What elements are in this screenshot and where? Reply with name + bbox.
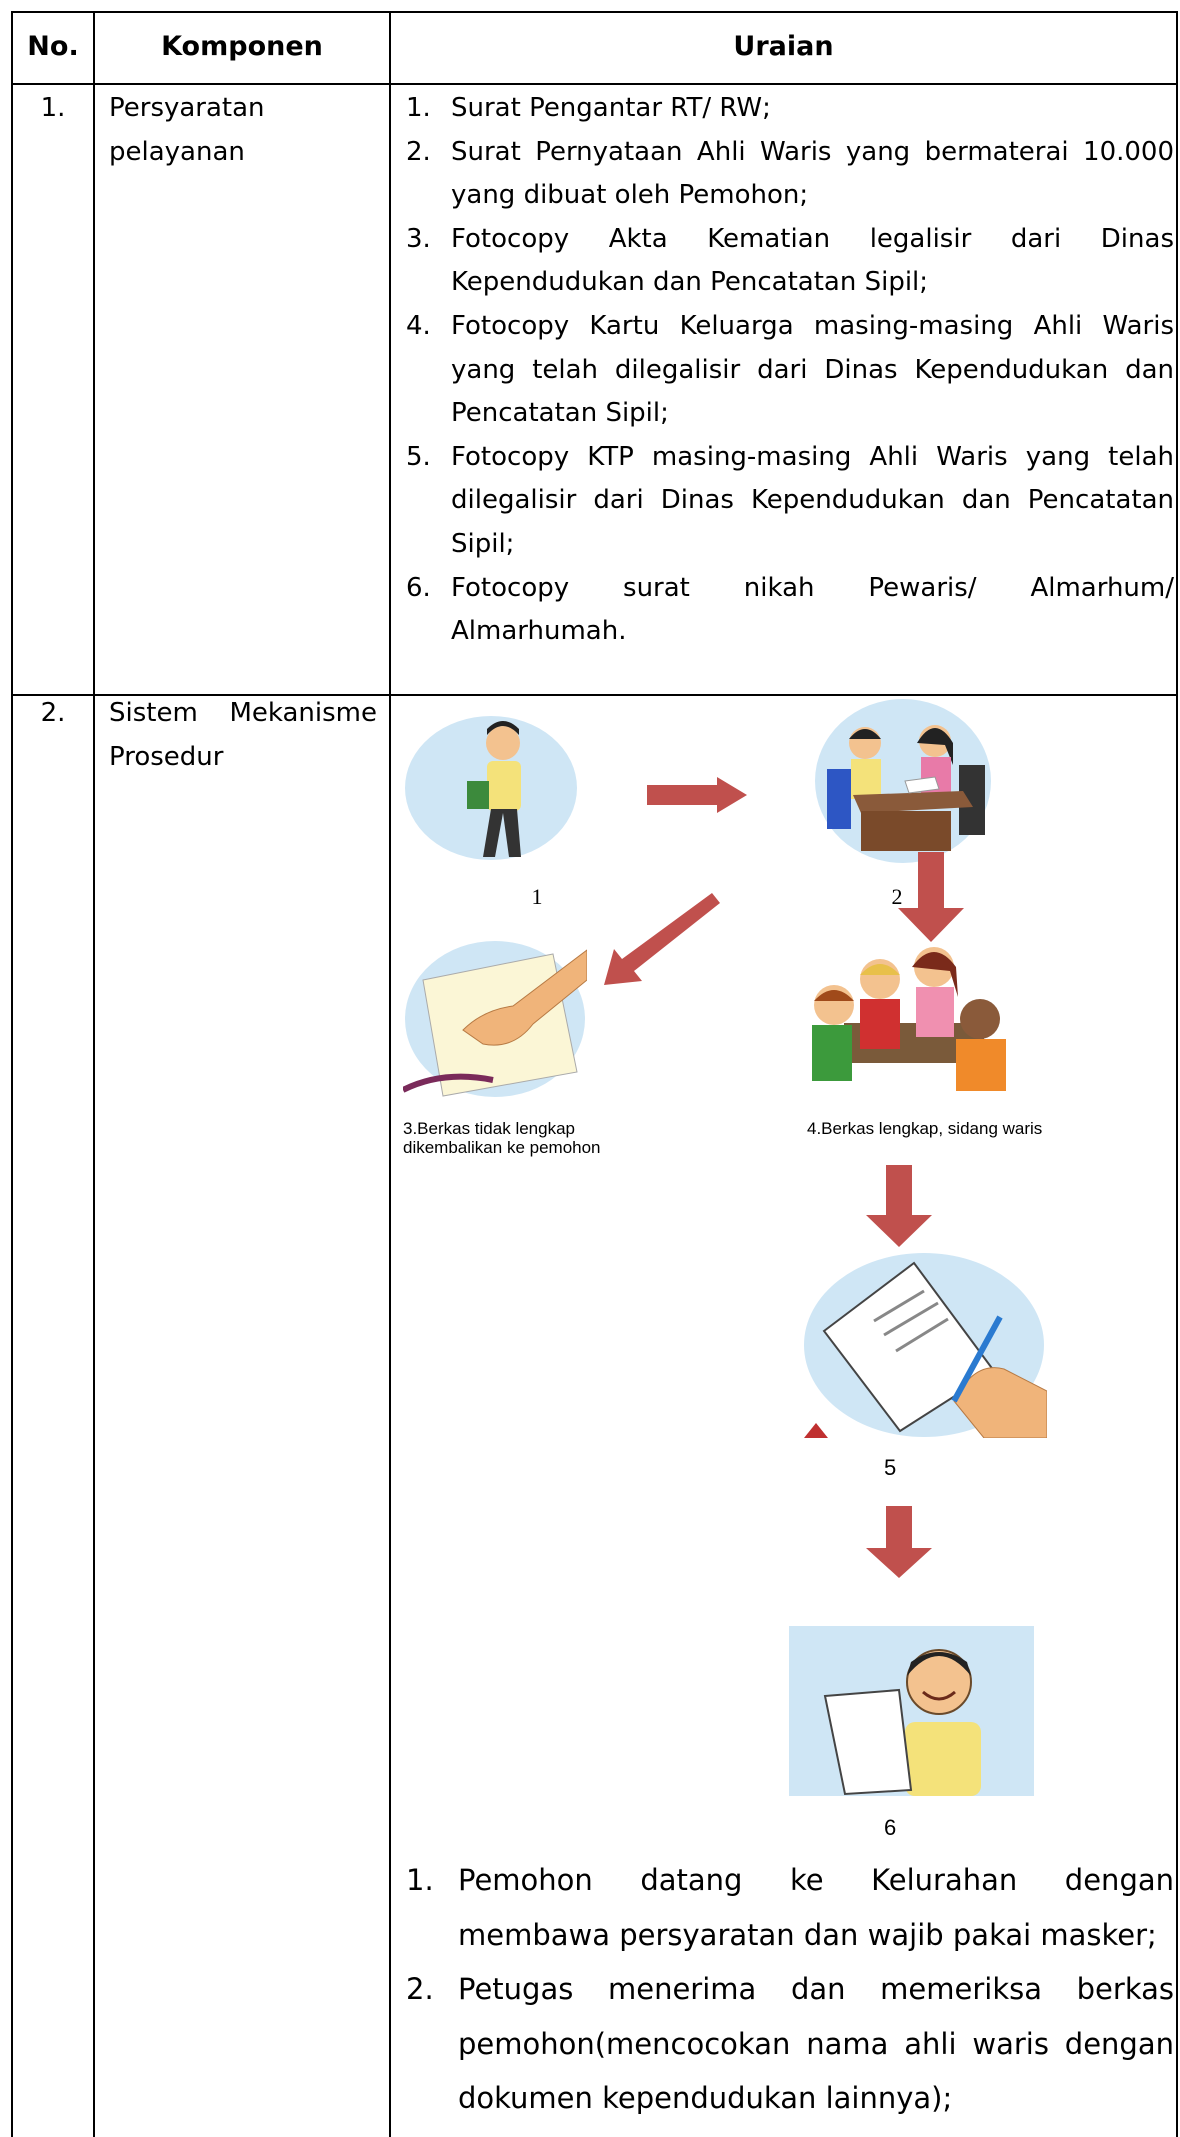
header-komponen: Komponen [161, 31, 323, 62]
list-item: 6. Fotocopy surat nikah Pewaris/ Almarhum… [406, 567, 1174, 654]
illustration-sign [804, 1253, 1047, 1438]
step-label: 3.Berkas tidak lengkap dikembalikan ke pe… [403, 1119, 601, 1157]
item-number: 1. [406, 1863, 434, 1897]
list-item: 3. Fotocopy Akta Kematian legalisir dari … [406, 218, 1174, 305]
item-text: Petugas menerima dan memeriksa berkas pe… [458, 1972, 1174, 2115]
header-uraian: Uraian [733, 31, 834, 62]
step-label-line: dikembalikan ke pemohon [403, 1138, 601, 1157]
item-text: Fotocopy KTP masing-masing Ahli Waris ya… [451, 441, 1174, 559]
step-label: 1 [531, 884, 543, 909]
step-label: 5 [884, 1455, 897, 1480]
item-number: 2. [406, 1972, 434, 2006]
list-item: 5. Fotocopy KTP masing-masing Ahli Waris … [406, 436, 1174, 567]
arrow [866, 1506, 932, 1578]
procedure-list: 1. Pemohon datang ke Kelurahan dengan mem… [406, 1853, 1174, 2126]
border [1176, 11, 1178, 2137]
component: Sistem Mekanisme Prosedur [109, 698, 377, 772]
illustration-officer [815, 699, 991, 863]
item-number: 1. [406, 93, 431, 123]
step-label: 2 [891, 884, 903, 909]
list-item: 2. Surat Pernyataan Ahli Waris yang berma… [406, 131, 1174, 218]
item-text: Pemohon datang ke Kelurahan dengan memba… [458, 1863, 1174, 1952]
item-text: Surat Pengantar RT/ RW; [451, 93, 771, 123]
step-label: 4.Berkas lengkap, sidang waris [807, 1119, 1043, 1138]
arrow [898, 852, 964, 942]
list-item: 1. Surat Pengantar RT/ RW; [406, 87, 1174, 131]
arrow [604, 893, 720, 985]
requirement-list: 1. Surat Pengantar RT/ RW; 2. Surat Pernyat… [406, 87, 1174, 654]
border [11, 11, 13, 2137]
list-item: 4. Fotocopy Kartu Keluarga masing-masing … [406, 305, 1174, 436]
border [93, 11, 95, 2137]
illustration-hearing [812, 947, 1006, 1091]
item-text: Fotocopy Kartu Keluarga masing-masing Ah… [451, 310, 1174, 429]
item-text: Fotocopy surat nikah Pewaris/ Almarhum/ … [451, 572, 1174, 647]
item-text: Fotocopy Akta Kematian legalisir dari Di… [451, 223, 1174, 298]
list-item: 1. Pemohon datang ke Kelurahan dengan mem… [406, 1853, 1174, 1962]
component: Persyaratan pelayanan [109, 93, 265, 167]
step-label: 6 [884, 1815, 897, 1840]
arrow [647, 777, 747, 813]
illustration-return [403, 941, 587, 1097]
item-number: 6. [406, 572, 431, 603]
item-number: 4. [406, 310, 431, 341]
border [11, 694, 1178, 696]
item-number: 2. [406, 136, 431, 167]
illustration-receive [789, 1626, 1034, 1796]
row-number: 1. [40, 93, 66, 123]
item-text: Surat Pernyataan Ahli Waris yang bermate… [451, 136, 1174, 211]
row-number: 2. [40, 698, 66, 728]
arrow [866, 1165, 932, 1247]
border [11, 11, 1178, 13]
illustration-arrive [405, 716, 577, 860]
item-number: 3. [406, 223, 431, 254]
item-number: 5. [406, 441, 431, 472]
header-no: No. [27, 31, 79, 62]
list-item: 2. Petugas menerima dan memeriksa berkas … [406, 1962, 1174, 2126]
border [11, 83, 1178, 85]
border [389, 11, 391, 2137]
step-label-line: 3.Berkas tidak lengkap [403, 1119, 575, 1138]
